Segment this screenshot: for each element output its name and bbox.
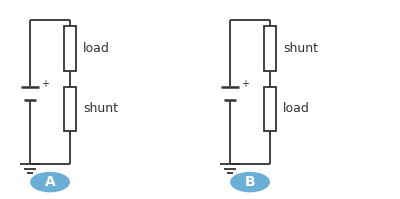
Text: B: B bbox=[245, 175, 255, 189]
Text: +: + bbox=[41, 79, 49, 89]
Text: +: + bbox=[241, 79, 249, 89]
Text: load: load bbox=[283, 102, 310, 115]
Text: load: load bbox=[83, 42, 110, 55]
Circle shape bbox=[31, 173, 69, 192]
Bar bbox=[64, 26, 76, 71]
Circle shape bbox=[231, 173, 269, 192]
Text: shunt: shunt bbox=[283, 42, 318, 55]
Text: A: A bbox=[45, 175, 55, 189]
Bar bbox=[264, 26, 276, 71]
Bar bbox=[64, 87, 76, 131]
Bar bbox=[264, 87, 276, 131]
Text: shunt: shunt bbox=[83, 102, 118, 115]
